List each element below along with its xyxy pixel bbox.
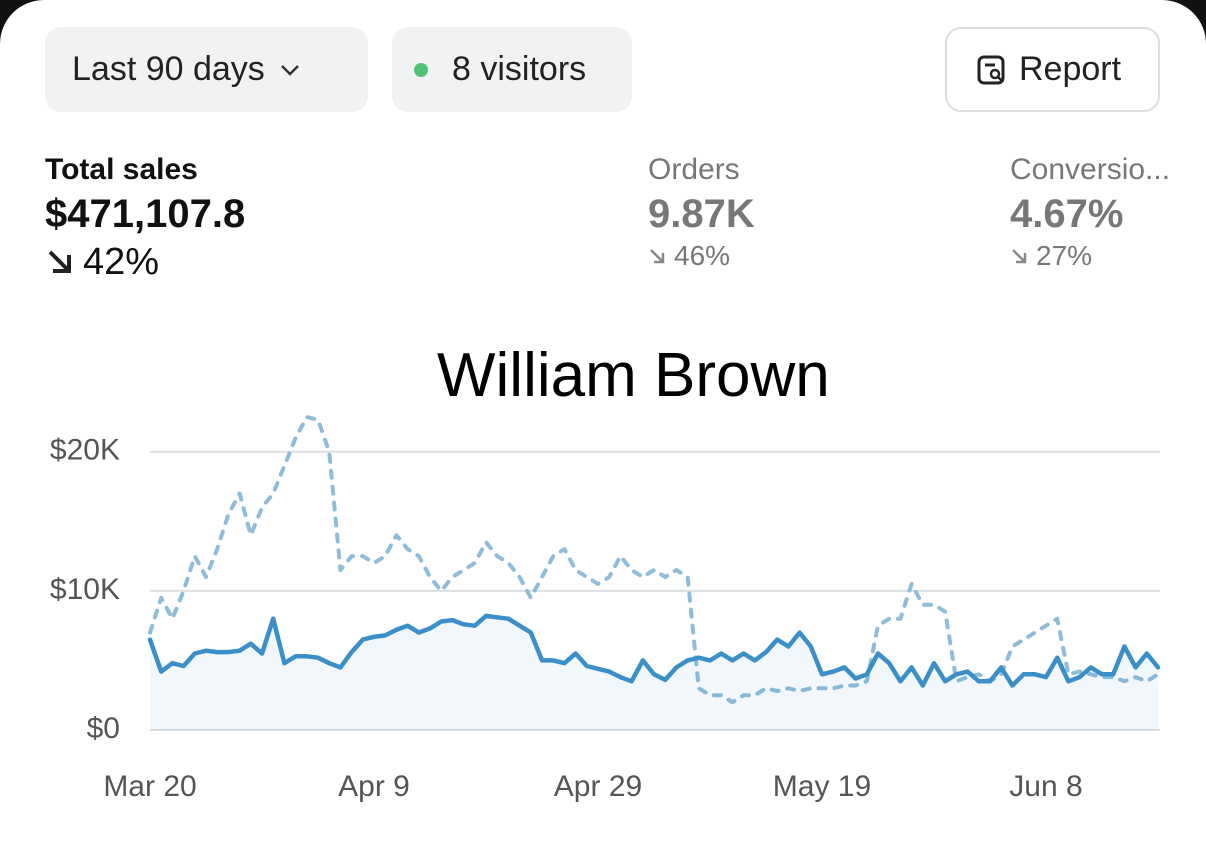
- series-area: [150, 615, 1158, 730]
- x-tick-label: Jun 8: [1009, 770, 1082, 803]
- metric-change-value: 42%: [83, 240, 160, 283]
- metric-change-value: 46%: [674, 240, 731, 271]
- x-tick-label: Mar 20: [103, 770, 196, 803]
- report-label: Report: [1019, 50, 1122, 88]
- metric-label: Orders: [648, 153, 740, 186]
- metric-label: Conversio...: [1010, 153, 1171, 186]
- metric-value: $471,107.8: [45, 192, 246, 236]
- series-line: [147, 613, 1161, 688]
- report-button[interactable]: Report: [945, 27, 1160, 112]
- y-tick-label: $0: [87, 712, 120, 745]
- report-icon: [977, 55, 1005, 84]
- x-tick-label: Apr 29: [554, 770, 642, 803]
- metric-total-sales: Total sales $471,107.8 42%: [45, 150, 245, 286]
- metric-change-value: 27%: [1036, 240, 1093, 271]
- y-tick-label: $10K: [50, 573, 120, 606]
- metric-change: 46%: [648, 238, 755, 274]
- metric-value: 4.67%: [1010, 192, 1124, 236]
- metric-change: 42%: [45, 238, 245, 286]
- visitors-button[interactable]: 8 visitors: [392, 27, 632, 112]
- visitors-label: 8 visitors: [452, 50, 587, 88]
- live-dot: [414, 62, 428, 77]
- metric-conversion: Conversio... 4.67% 27%: [1010, 150, 1170, 274]
- down-arrow-icon: [48, 250, 71, 273]
- range-label: Last 90 days: [72, 50, 265, 88]
- metric-change: 27%: [1010, 238, 1170, 274]
- metric-label: Total sales: [45, 153, 198, 186]
- x-tick-label: Apr 9: [338, 770, 410, 803]
- x-tick-label: May 19: [773, 770, 871, 803]
- range-button[interactable]: Last 90 days: [45, 27, 368, 112]
- metric-orders: Orders 9.87K 46%: [648, 150, 755, 274]
- metric-value: 9.87K: [648, 192, 755, 236]
- chevron-icon: [280, 64, 299, 76]
- watermark: William Brown: [437, 341, 830, 410]
- y-tick-label: $20K: [50, 434, 120, 467]
- down-arrow-icon: [1012, 249, 1027, 264]
- down-arrow-icon: [650, 249, 665, 264]
